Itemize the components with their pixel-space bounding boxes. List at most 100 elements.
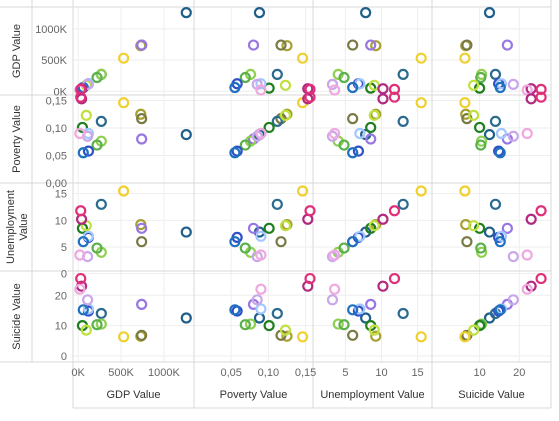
data-point-poverty-value-vs-gdp-value xyxy=(74,127,86,140)
data-point-suicide-value-vs-unemployment-value xyxy=(365,298,377,310)
y-tick-label-gdp-value: 500K xyxy=(41,55,67,67)
row-title-poverty-value: Poverty Value xyxy=(11,105,23,173)
y-tick-label-poverty-value: 0,00 xyxy=(46,178,67,190)
data-point-poverty-value-vs-unemployment-value xyxy=(352,145,365,157)
data-point-suicide-value-vs-unemployment-value xyxy=(360,312,372,324)
data-point-suicide-value-vs-gdp-value xyxy=(75,272,87,285)
data-point-suicide-value-vs-unemployment-value xyxy=(338,319,350,331)
data-point-poverty-value-vs-gdp-value xyxy=(180,129,192,141)
data-point-unemployment-value-vs-suicide-value xyxy=(501,222,513,234)
data-point-unemployment-value-vs-gdp-value xyxy=(95,198,107,210)
data-point-gdp-value-vs-suicide-value xyxy=(461,39,473,51)
data-point-poverty-value-vs-suicide-value xyxy=(535,91,547,103)
data-point-poverty-value-vs-gdp-value xyxy=(77,147,89,159)
data-point-suicide-value-vs-unemployment-value xyxy=(368,324,380,336)
data-point-suicide-value-vs-suicide-value xyxy=(459,331,471,343)
data-point-gdp-value-vs-suicide-value xyxy=(459,52,471,64)
data-point-poverty-value-vs-gdp-value xyxy=(76,121,89,134)
data-point-gdp-value-vs-unemployment-value xyxy=(377,83,389,95)
data-point-unemployment-value-vs-poverty-value xyxy=(255,230,267,242)
data-point-gdp-value-vs-gdp-value xyxy=(91,71,103,84)
data-point-poverty-value-vs-poverty-value xyxy=(229,147,241,159)
y-tick-label-poverty-value: 0,05 xyxy=(46,151,67,163)
data-point-suicide-value-vs-suicide-value xyxy=(507,294,519,306)
data-point-unemployment-value-vs-suicide-value xyxy=(459,185,471,197)
data-point-unemployment-value-vs-poverty-value xyxy=(304,205,316,217)
y-tick-label-gdp-value: 1000K xyxy=(35,24,67,36)
data-point-unemployment-value-vs-suicide-value xyxy=(475,246,488,258)
data-point-unemployment-value-vs-poverty-value xyxy=(296,185,309,197)
data-point-suicide-value-vs-gdp-value xyxy=(91,319,103,331)
x-tick-label-gdp-value: 1000K xyxy=(148,367,180,379)
data-point-poverty-value-vs-unemployment-value xyxy=(415,97,427,109)
data-point-poverty-value-vs-suicide-value xyxy=(525,93,537,105)
data-point-gdp-value-vs-unemployment-value xyxy=(370,40,382,52)
y-tick-label-poverty-value: 0,10 xyxy=(46,123,67,135)
data-point-suicide-value-vs-suicide-value xyxy=(468,324,480,336)
data-point-unemployment-value-vs-poverty-value xyxy=(229,236,241,248)
data-point-unemployment-value-vs-suicide-value xyxy=(507,251,519,263)
data-point-poverty-value-vs-poverty-value xyxy=(271,115,283,128)
data-point-gdp-value-vs-gdp-value xyxy=(180,7,192,19)
data-point-poverty-value-vs-suicide-value xyxy=(507,130,519,142)
data-point-poverty-value-vs-poverty-value xyxy=(239,139,251,151)
row-title-suicide-value: Suicide Value xyxy=(11,283,23,349)
data-point-gdp-value-vs-poverty-value xyxy=(271,68,283,81)
data-point-poverty-value-vs-unemployment-value xyxy=(347,147,359,159)
row-title-unemployment-value: UnemploymentValue xyxy=(5,190,30,264)
data-point-poverty-value-vs-gdp-value xyxy=(75,91,87,103)
data-point-suicide-value-vs-poverty-value xyxy=(244,318,257,330)
data-point-unemployment-value-vs-poverty-value xyxy=(255,249,267,261)
y-tick-label-suicide-value: 0 xyxy=(61,351,67,363)
data-point-gdp-value-vs-unemployment-value xyxy=(326,78,339,90)
data-point-poverty-value-vs-unemployment-value xyxy=(354,127,366,140)
data-point-suicide-value-vs-poverty-value xyxy=(253,312,266,324)
x-tick-label-poverty-value: 0,10 xyxy=(258,367,279,379)
data-point-suicide-value-vs-gdp-value xyxy=(74,283,86,295)
data-point-gdp-value-vs-unemployment-value xyxy=(360,7,372,19)
data-point-poverty-value-vs-suicide-value xyxy=(474,121,486,134)
data-point-poverty-value-vs-suicide-value xyxy=(494,147,506,159)
data-point-suicide-value-vs-unemployment-value xyxy=(415,331,427,343)
data-point-gdp-value-vs-unemployment-value xyxy=(388,83,401,95)
data-point-poverty-value-vs-poverty-value xyxy=(279,109,292,121)
data-point-gdp-value-vs-poverty-value xyxy=(281,40,293,52)
data-point-unemployment-value-vs-unemployment-value xyxy=(354,230,366,242)
data-point-gdp-value-vs-poverty-value xyxy=(253,7,266,19)
data-point-unemployment-value-vs-suicide-value xyxy=(475,242,487,254)
data-point-poverty-value-vs-suicide-value xyxy=(501,133,513,145)
data-point-unemployment-value-vs-suicide-value xyxy=(525,213,537,225)
data-point-suicide-value-vs-unemployment-value xyxy=(388,272,401,285)
data-point-poverty-value-vs-gdp-value xyxy=(80,109,92,121)
data-point-suicide-value-vs-unemployment-value xyxy=(347,304,359,316)
data-point-suicide-value-vs-poverty-value xyxy=(229,304,241,316)
data-point-poverty-value-vs-poverty-value xyxy=(255,127,267,140)
data-point-suicide-value-vs-suicide-value xyxy=(535,272,547,285)
data-point-suicide-value-vs-gdp-value xyxy=(118,331,130,343)
data-point-gdp-value-vs-poverty-value xyxy=(296,52,309,64)
data-point-unemployment-value-vs-poverty-value xyxy=(271,198,283,210)
data-point-suicide-value-vs-unemployment-value xyxy=(370,330,382,342)
data-point-gdp-value-vs-unemployment-value xyxy=(415,52,427,64)
column-title-suicide-value: Suicide Value xyxy=(458,389,524,401)
data-point-unemployment-value-vs-gdp-value xyxy=(77,236,89,248)
y-tick-label-unemployment-value: 10 xyxy=(55,215,67,227)
data-point-unemployment-value-vs-poverty-value xyxy=(239,242,251,254)
data-point-poverty-value-vs-suicide-value xyxy=(475,139,487,151)
column-title-poverty-value: Poverty Value xyxy=(220,389,288,401)
data-point-suicide-value-vs-gdp-value xyxy=(180,312,192,324)
data-point-poverty-value-vs-unemployment-value xyxy=(368,109,380,121)
data-point-gdp-value-vs-poverty-value xyxy=(255,84,267,96)
data-point-gdp-value-vs-gdp-value xyxy=(118,52,130,64)
data-point-gdp-value-vs-unemployment-value xyxy=(338,71,350,84)
data-point-poverty-value-vs-unemployment-value xyxy=(329,127,341,140)
x-tick-label-gdp-value: 500K xyxy=(108,367,134,379)
data-point-poverty-value-vs-gdp-value xyxy=(82,145,95,157)
data-point-unemployment-value-vs-suicide-value xyxy=(535,205,547,217)
data-point-poverty-value-vs-suicide-value xyxy=(521,127,533,140)
data-point-suicide-value-vs-unemployment-value xyxy=(377,280,389,292)
data-point-poverty-value-vs-unemployment-value xyxy=(365,121,377,134)
data-point-suicide-value-vs-poverty-value xyxy=(263,320,275,332)
